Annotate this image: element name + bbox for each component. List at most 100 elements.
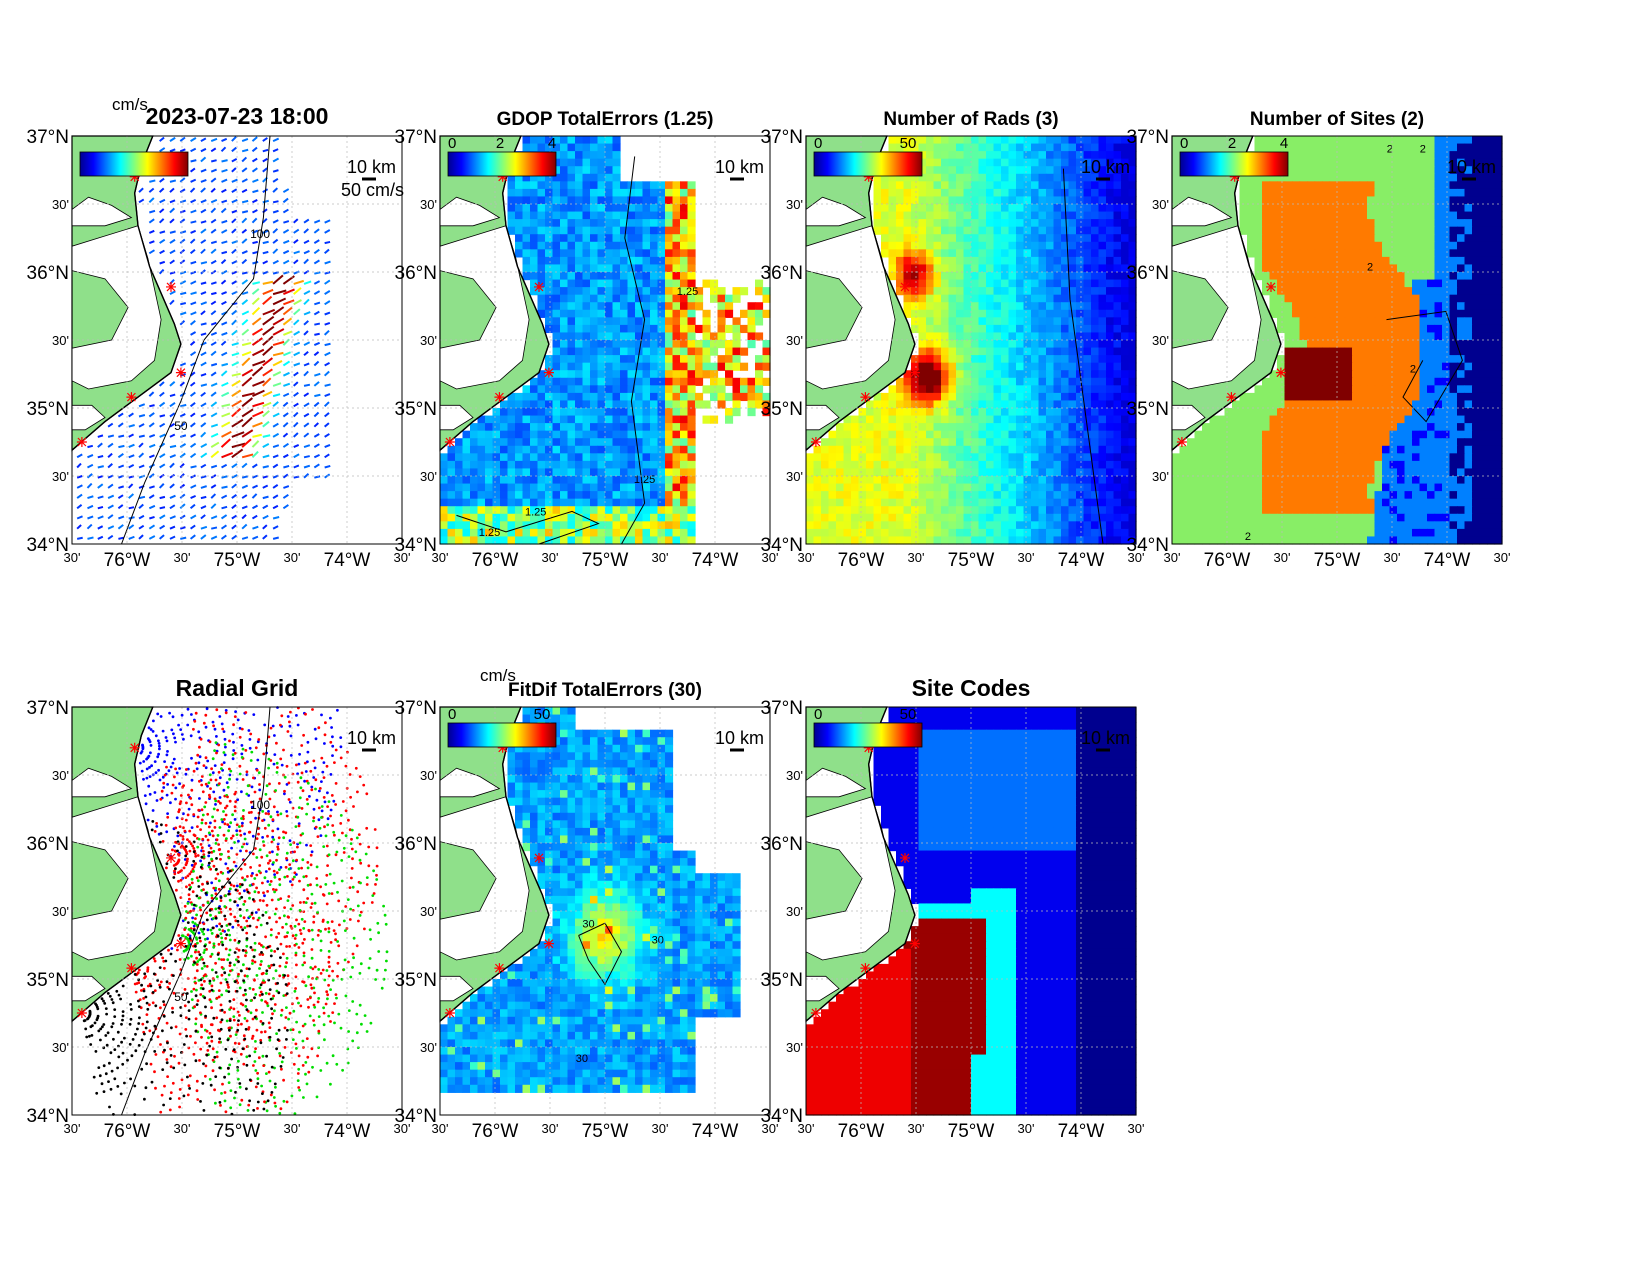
sites-scale-label: 10 km [1447, 157, 1496, 177]
fitdif-title: FitDif TotalErrors (30) [508, 680, 702, 701]
sites-colorbar-tick-0: 0 [1180, 135, 1188, 152]
currents-lon-label-6: 30' [394, 550, 411, 565]
gdop-lon-label-3: 75°W [582, 550, 629, 571]
codes-lon-label-3: 75°W [948, 1121, 995, 1142]
radial-lat-label-1: 30' [52, 768, 69, 783]
gdop-site-marker-2 [543, 367, 554, 378]
codes-lon-label-1: 76°W [838, 1121, 885, 1142]
radial-site-marker-4 [76, 1008, 87, 1018]
sites-site-marker-1 [1266, 281, 1276, 292]
codes-lat-label-0: 37°N [761, 698, 803, 719]
sites-lon-label-4: 30' [1384, 550, 1401, 565]
fitdif-colorbar-tick-0: 0 [448, 706, 456, 723]
sites-contour-label-4: 2 [1245, 531, 1251, 543]
fitdif-lat-label-0: 37°N [395, 698, 437, 719]
radial-lon-label-3: 75°W [214, 1121, 261, 1142]
rads-lat-label-3: 30' [786, 333, 803, 348]
codes-lat-label-5: 30' [786, 1040, 803, 1055]
rads-coastline [805, 135, 916, 451]
currents-lon-label-0: 30' [64, 550, 81, 565]
rads-lon-label-2: 30' [908, 550, 925, 565]
gdop-colorbar-tick-2: 4 [548, 135, 556, 152]
fitdif-lat-label-3: 30' [420, 904, 437, 919]
fitdif-lon-label-3: 75°W [582, 1121, 629, 1142]
radial-lon-label-1: 76°W [104, 1121, 151, 1142]
currents-lat-label-3: 30' [52, 333, 69, 348]
currents-vector-field [76, 136, 331, 540]
fitdif-lon-label-1: 76°W [472, 1121, 519, 1142]
sites-lat-label-1: 30' [1152, 197, 1169, 212]
currents-site-marker-4 [76, 437, 87, 447]
radial-lat-label-4: 35°N [27, 970, 69, 991]
gdop-site-marker-3 [494, 392, 505, 403]
radial-grid-points [82, 706, 389, 1116]
rads-contour-0 [1062, 168, 1104, 545]
fitdif-contour-label-1: 30 [652, 935, 664, 947]
fitdif-colorbar-unit: cm/s [480, 666, 516, 685]
radial-lat-label-3: 30' [52, 904, 69, 919]
fitdif-colorbar [447, 722, 557, 748]
rads-lat-label-6: 34°N [761, 535, 803, 556]
currents-lon-label-3: 75°W [214, 550, 261, 571]
rads-site-marker-3 [860, 392, 871, 403]
gdop-coastline [439, 135, 550, 451]
gdop-colorbar-tick-1: 2 [496, 135, 504, 152]
fitdif-axes-frame [439, 706, 771, 1116]
rads-lat-label-0: 37°N [761, 127, 803, 148]
radial-site-marker-3 [126, 963, 137, 974]
radial-site-marker-0 [129, 742, 140, 753]
rads-lon-label-3: 75°W [948, 550, 995, 571]
fitdif-site-marker-4 [444, 1008, 455, 1018]
fitdif-contour-label-2: 30 [576, 1053, 588, 1065]
rads-colorbar-tick-0: 0 [814, 135, 822, 152]
gdop-lat-label-2: 36°N [395, 263, 437, 284]
fitdif-lon-label-2: 30' [542, 1121, 559, 1136]
rads-scale-label: 10 km [1081, 157, 1130, 177]
gdop-lon-label-0: 30' [432, 550, 449, 565]
rads-lat-label-4: 35°N [761, 399, 803, 420]
currents-lat-label-2: 36°N [27, 263, 69, 284]
sites-site-marker-4 [1176, 437, 1187, 447]
rads-lon-label-0: 30' [798, 550, 815, 565]
sites-contour-label-1: 2 [1420, 143, 1426, 155]
fitdif-lat-label-4: 35°N [395, 970, 437, 991]
gdop-lon-label-6: 30' [762, 550, 779, 565]
gdop-site-marker-1 [534, 281, 544, 292]
gdop-lat-label-4: 35°N [395, 399, 437, 420]
fitdif-lat-label-6: 34°N [395, 1106, 437, 1127]
sites-coastline [1171, 135, 1282, 451]
gdop-lat-label-6: 34°N [395, 535, 437, 556]
sites-contour-label-0: 2 [1387, 143, 1393, 155]
radial-axes-frame [71, 706, 403, 1116]
currents-site-marker-1 [166, 281, 176, 292]
panel-codes: 37°N30'36°N30'35°N30'34°N30' 76°W 30' 75°W 3… [761, 675, 1145, 1142]
fitdif-contour-0 [578, 922, 623, 986]
rads-lon-label-5: 74°W [1058, 550, 1105, 571]
fitdif-field [440, 707, 741, 1093]
currents-coastline [71, 135, 182, 451]
gdop-lat-label-3: 30' [420, 333, 437, 348]
currents-axes-frame [71, 135, 403, 545]
codes-site-marker-4 [810, 1008, 821, 1018]
codes-title: Site Codes [912, 675, 1031, 701]
sites-lon-label-1: 76°W [1204, 550, 1251, 571]
radial-title: Radial Grid [176, 675, 299, 701]
gdop-lon-label-1: 76°W [472, 550, 519, 571]
sites-lat-label-5: 30' [1152, 469, 1169, 484]
codes-lon-label-5: 74°W [1058, 1121, 1105, 1142]
fitdif-scale-label: 10 km [715, 728, 764, 748]
radial-graticule [72, 707, 402, 1115]
sites-lat-label-0: 37°N [1127, 127, 1169, 148]
radial-lat-label-0: 37°N [27, 698, 69, 719]
currents-scale-label: 10 km [347, 157, 396, 177]
codes-lon-label-0: 30' [798, 1121, 815, 1136]
radial-contour-label-1: 50 [174, 990, 188, 1004]
fitdif-site-marker-2 [543, 938, 554, 949]
currents-lat-label-1: 30' [52, 197, 69, 212]
gdop-lat-label-5: 30' [420, 469, 437, 484]
rads-site-marker-2 [909, 367, 920, 378]
sites-lat-label-6: 34°N [1127, 535, 1169, 556]
rads-axes-frame [805, 135, 1137, 545]
